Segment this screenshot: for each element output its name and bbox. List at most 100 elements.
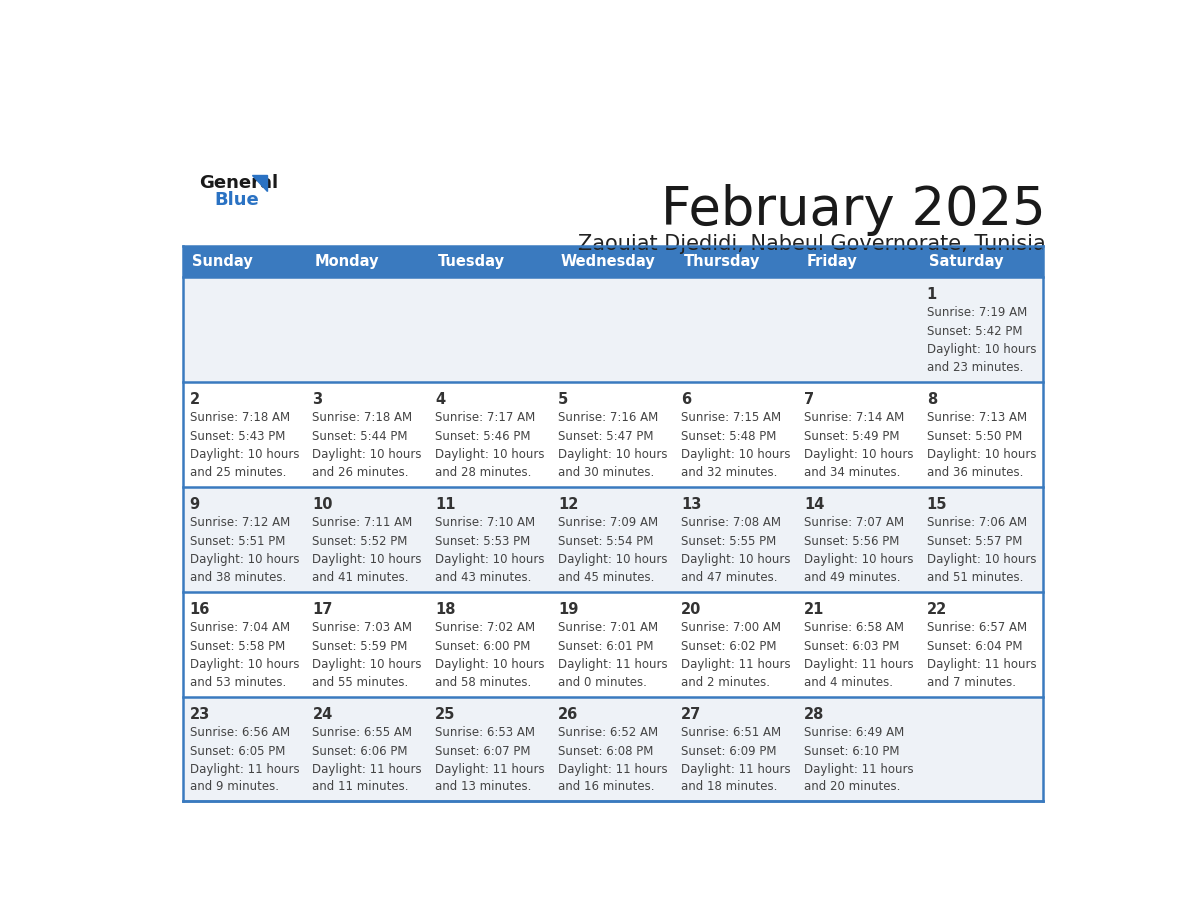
Text: Sunrise: 6:51 AM: Sunrise: 6:51 AM [681, 726, 782, 739]
Text: Daylight: 10 hours: Daylight: 10 hours [312, 553, 422, 565]
Text: Daylight: 11 hours: Daylight: 11 hours [558, 763, 668, 776]
Bar [552, 487, 675, 592]
Text: Sunset: 5:58 PM: Sunset: 5:58 PM [190, 640, 285, 653]
Text: 6: 6 [681, 392, 691, 408]
Text: 5: 5 [558, 392, 568, 408]
Text: and 58 minutes.: and 58 minutes. [435, 676, 531, 688]
Bar [183, 487, 307, 592]
Text: 4: 4 [435, 392, 446, 408]
Bar [183, 277, 307, 382]
Text: Sunset: 5:43 PM: Sunset: 5:43 PM [190, 431, 285, 443]
Text: Blue: Blue [215, 191, 259, 208]
Text: Sunrise: 7:12 AM: Sunrise: 7:12 AM [190, 516, 290, 529]
Bar [675, 277, 797, 382]
Text: and 2 minutes.: and 2 minutes. [681, 676, 770, 688]
Bar [797, 487, 921, 592]
Text: Sunrise: 6:56 AM: Sunrise: 6:56 AM [190, 726, 290, 739]
Text: and 7 minutes.: and 7 minutes. [927, 676, 1016, 688]
Text: Daylight: 10 hours: Daylight: 10 hours [681, 448, 790, 461]
Text: Daylight: 11 hours: Daylight: 11 hours [435, 763, 545, 776]
Text: Sunset: 5:46 PM: Sunset: 5:46 PM [435, 431, 531, 443]
Text: Sunrise: 7:11 AM: Sunrise: 7:11 AM [312, 516, 412, 529]
Text: 28: 28 [804, 707, 824, 722]
Text: Sunrise: 6:55 AM: Sunrise: 6:55 AM [312, 726, 412, 739]
Text: and 28 minutes.: and 28 minutes. [435, 465, 532, 479]
Bar [552, 592, 675, 697]
Text: Daylight: 10 hours: Daylight: 10 hours [190, 658, 299, 671]
Text: 16: 16 [190, 602, 210, 617]
Text: 26: 26 [558, 707, 579, 722]
Text: Sunset: 6:00 PM: Sunset: 6:00 PM [435, 640, 531, 653]
Text: Saturday: Saturday [929, 254, 1004, 269]
Text: Sunrise: 7:08 AM: Sunrise: 7:08 AM [681, 516, 781, 529]
Text: February 2025: February 2025 [662, 185, 1047, 236]
Text: General: General [200, 174, 278, 192]
Text: 10: 10 [312, 498, 333, 512]
Text: Sunset: 5:55 PM: Sunset: 5:55 PM [681, 535, 776, 548]
Text: and 34 minutes.: and 34 minutes. [804, 465, 901, 479]
Text: and 0 minutes.: and 0 minutes. [558, 676, 647, 688]
Bar [675, 592, 797, 697]
Bar [675, 487, 797, 592]
Text: Sunset: 5:49 PM: Sunset: 5:49 PM [804, 431, 899, 443]
Text: Sunset: 5:48 PM: Sunset: 5:48 PM [681, 431, 777, 443]
Text: Daylight: 10 hours: Daylight: 10 hours [435, 658, 545, 671]
Text: 18: 18 [435, 602, 456, 617]
Text: Daylight: 11 hours: Daylight: 11 hours [927, 658, 1036, 671]
Text: 27: 27 [681, 707, 701, 722]
Text: and 43 minutes.: and 43 minutes. [435, 571, 532, 584]
Text: Daylight: 10 hours: Daylight: 10 hours [804, 448, 914, 461]
Text: Sunset: 6:01 PM: Sunset: 6:01 PM [558, 640, 653, 653]
Text: Sunrise: 7:03 AM: Sunrise: 7:03 AM [312, 621, 412, 634]
Text: and 51 minutes.: and 51 minutes. [927, 571, 1023, 584]
Text: Sunrise: 7:04 AM: Sunrise: 7:04 AM [190, 621, 290, 634]
Text: and 45 minutes.: and 45 minutes. [558, 571, 655, 584]
Text: Sunset: 5:52 PM: Sunset: 5:52 PM [312, 535, 407, 548]
Text: Sunset: 6:03 PM: Sunset: 6:03 PM [804, 640, 899, 653]
Text: 21: 21 [804, 602, 824, 617]
Text: Sunrise: 7:07 AM: Sunrise: 7:07 AM [804, 516, 904, 529]
Text: Sunrise: 7:17 AM: Sunrise: 7:17 AM [435, 411, 536, 424]
Text: and 16 minutes.: and 16 minutes. [558, 780, 655, 793]
Text: Sunset: 5:57 PM: Sunset: 5:57 PM [927, 535, 1022, 548]
Bar [921, 382, 1043, 487]
Text: and 18 minutes.: and 18 minutes. [681, 780, 777, 793]
Text: and 53 minutes.: and 53 minutes. [190, 676, 286, 688]
Text: and 41 minutes.: and 41 minutes. [312, 571, 409, 584]
Text: Daylight: 11 hours: Daylight: 11 hours [190, 763, 299, 776]
Bar [307, 592, 429, 697]
Text: Sunset: 6:07 PM: Sunset: 6:07 PM [435, 744, 531, 758]
Text: 24: 24 [312, 707, 333, 722]
Bar [429, 277, 552, 382]
Text: Daylight: 10 hours: Daylight: 10 hours [435, 553, 545, 565]
Text: and 23 minutes.: and 23 minutes. [927, 361, 1023, 374]
Text: and 26 minutes.: and 26 minutes. [312, 465, 409, 479]
Text: Sunset: 5:42 PM: Sunset: 5:42 PM [927, 325, 1022, 338]
Text: Tuesday: Tuesday [438, 254, 505, 269]
Text: 14: 14 [804, 498, 824, 512]
Text: 23: 23 [190, 707, 210, 722]
Bar [429, 382, 552, 487]
Text: Daylight: 11 hours: Daylight: 11 hours [804, 763, 914, 776]
Text: Sunrise: 7:14 AM: Sunrise: 7:14 AM [804, 411, 904, 424]
Bar [797, 697, 921, 801]
Text: Sunset: 5:44 PM: Sunset: 5:44 PM [312, 431, 407, 443]
Text: Thursday: Thursday [683, 254, 760, 269]
Bar [552, 382, 675, 487]
Bar [183, 592, 307, 697]
Text: and 55 minutes.: and 55 minutes. [312, 676, 409, 688]
Text: Sunset: 5:53 PM: Sunset: 5:53 PM [435, 535, 531, 548]
Text: and 4 minutes.: and 4 minutes. [804, 676, 893, 688]
Text: 9: 9 [190, 498, 200, 512]
Bar [183, 697, 307, 801]
Bar [552, 277, 675, 382]
Text: Monday: Monday [315, 254, 379, 269]
Text: 22: 22 [927, 602, 947, 617]
Text: Wednesday: Wednesday [561, 254, 656, 269]
Text: and 47 minutes.: and 47 minutes. [681, 571, 777, 584]
Polygon shape [252, 175, 267, 191]
Text: Daylight: 11 hours: Daylight: 11 hours [312, 763, 422, 776]
Text: 11: 11 [435, 498, 456, 512]
Bar [429, 487, 552, 592]
Text: Sunrise: 6:52 AM: Sunrise: 6:52 AM [558, 726, 658, 739]
